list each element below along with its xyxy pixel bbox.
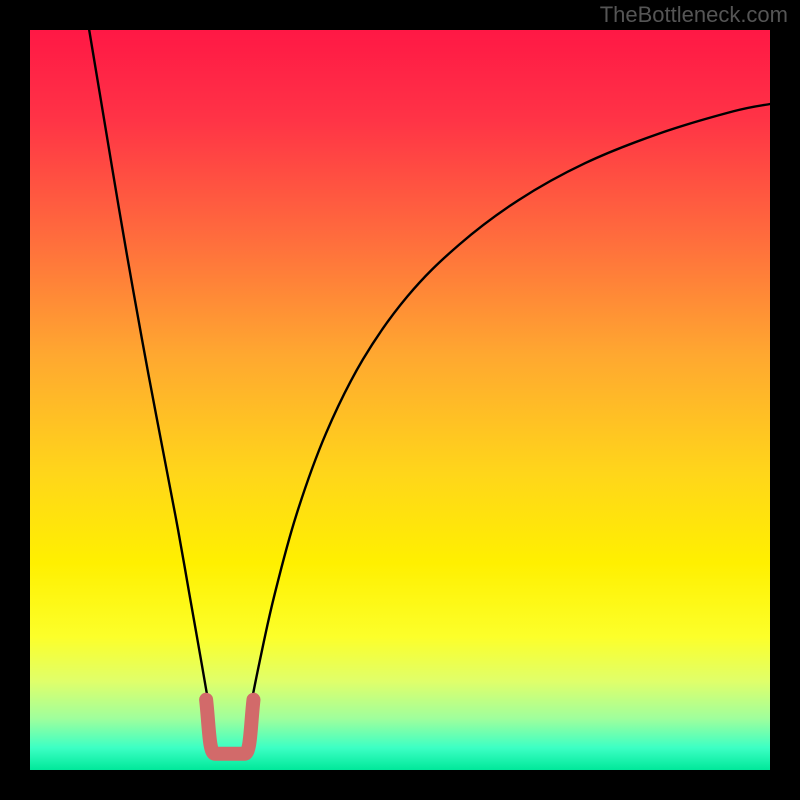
- watermark-text: TheBottleneck.com: [600, 2, 788, 28]
- gradient-background: [30, 30, 770, 770]
- chart-svg: [0, 0, 800, 800]
- chart-container: TheBottleneck.com: [0, 0, 800, 800]
